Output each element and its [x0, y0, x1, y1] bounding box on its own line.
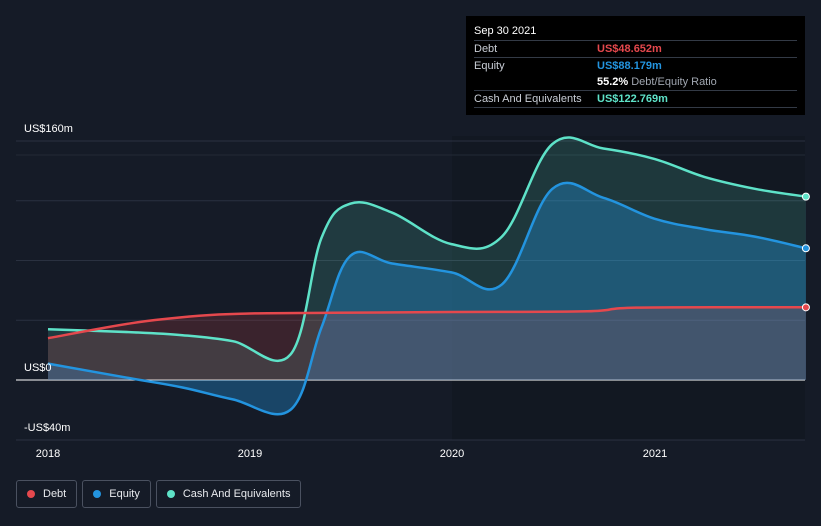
- area-equity: [48, 182, 806, 415]
- line-equity: [47, 181, 807, 416]
- tooltip-equity-label: Equity: [474, 60, 505, 72]
- area-debt: [48, 307, 806, 380]
- tooltip-cash-value: US$122.769m: [597, 93, 668, 105]
- tooltip-debt-label: Debt: [474, 43, 498, 55]
- tooltip-row-ratio: 55.2% Debt/Equity Ratio: [474, 74, 797, 91]
- endpoint-debt: [801, 303, 810, 312]
- tooltip-equity-value: US$88.179m: [597, 60, 662, 72]
- tooltip-row-equity: Equity US$88.179m: [474, 58, 797, 74]
- legend-item-debt[interactable]: Debt: [16, 480, 78, 508]
- tooltip-ratio-spacer: [474, 74, 597, 90]
- y-tick-label-2: -US$40m: [24, 422, 70, 434]
- x-tick-label-2019: 2019: [238, 448, 262, 460]
- tooltip-ratio-text: Debt/Equity Ratio: [631, 76, 717, 88]
- endpoint-equity: [801, 244, 810, 253]
- tooltip-cash-label: Cash And Equivalents: [474, 93, 582, 105]
- legend-dot-equity: [93, 490, 102, 498]
- legend-label-equity: Equity: [109, 488, 140, 500]
- tooltip-panel: Sep 30 2021 Debt US$48.652m Equity US$88…: [466, 16, 805, 115]
- line-debt: [47, 305, 806, 340]
- tooltip-row-debt: Debt US$48.652m: [474, 41, 797, 58]
- tooltip-debt-value: US$48.652m: [597, 43, 662, 55]
- tooltip-date: Sep 30 2021: [474, 22, 797, 41]
- endpoint-cash-and-equivalents: [801, 192, 810, 201]
- legend-item-cash[interactable]: Cash And Equivalents: [155, 480, 302, 508]
- legend-dot-debt: [27, 490, 35, 498]
- x-tick-label-2021: 2021: [643, 448, 667, 460]
- legend-item-equity[interactable]: Equity: [82, 480, 151, 508]
- x-tick-label-2018: 2018: [36, 448, 60, 460]
- y-tick-label-1: US$0: [24, 362, 52, 374]
- chart-legend: Debt Equity Cash And Equivalents: [16, 480, 302, 508]
- y-tick-label-0: US$160m: [24, 123, 73, 135]
- x-tick-label-2020: 2020: [440, 448, 464, 460]
- area-cash-and-equivalents: [48, 137, 806, 380]
- legend-dot-cash: [166, 490, 175, 498]
- tooltip-row-cash: Cash And Equivalents US$122.769m: [474, 91, 797, 108]
- tooltip-ratio-value: 55.2%: [597, 76, 629, 88]
- line-cash-and-equivalents: [47, 136, 807, 363]
- legend-label-cash: Cash And Equivalents: [182, 488, 291, 500]
- legend-label-debt: Debt: [43, 488, 67, 500]
